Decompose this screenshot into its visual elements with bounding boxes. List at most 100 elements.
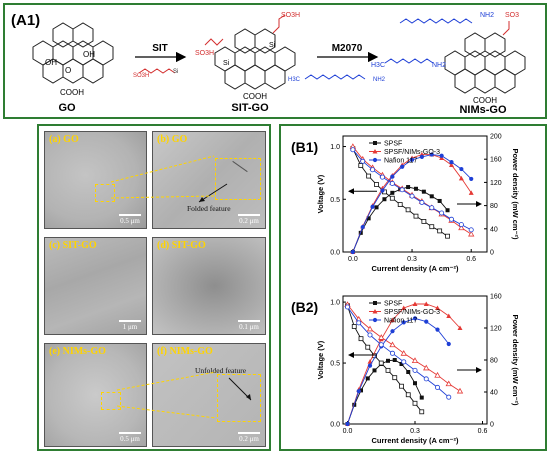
tem-label-f: (f) NIMs-GO	[157, 346, 213, 357]
power-point-b1-0-11	[437, 198, 442, 203]
power-point-b1-2-2	[370, 204, 375, 209]
y-right-tick-label-b1-1: 40	[490, 226, 498, 233]
power-point-b1-0-12	[445, 208, 450, 213]
m2070-h3c-label: H3C	[288, 77, 301, 83]
power-point-b1-0-3	[374, 205, 379, 210]
arrowhead-right-b1	[476, 201, 482, 207]
zoom-connectors	[110, 155, 217, 419]
power-point-b2-2-8	[435, 327, 440, 332]
y-left-tick-label-b1-2: 1.0	[330, 144, 340, 151]
power-point-b2-1-4	[390, 317, 395, 322]
y-right-tick-label-b2-4: 160	[490, 294, 502, 301]
voltage-point-b1-1-12	[468, 230, 475, 237]
voltage-point-b1-2-5	[399, 187, 405, 193]
power-point-b1-2-0	[350, 249, 355, 255]
x-tick-label-b1-0: 0.0	[348, 256, 358, 263]
voltage-point-b1-2-10	[448, 216, 454, 222]
power-point-b1-0-5	[390, 190, 395, 195]
x-tick-label-b1-2: 0.6	[466, 256, 476, 263]
sit-go-chain-left	[204, 38, 224, 46]
voltage-point-b2-2-7	[423, 376, 429, 382]
power-point-b1-0-10	[429, 194, 434, 199]
panel-a1-tag: (A1)	[11, 12, 40, 29]
nims-go-structure	[444, 32, 526, 94]
y-left-axis-label-b1: Voltage (V)	[316, 174, 325, 213]
scale-bar-d: 0.1 μm	[238, 320, 260, 331]
voltage-point-b1-0-3	[374, 182, 379, 187]
voltage-point-b1-0-5	[389, 195, 395, 201]
power-point-b2-1-6	[412, 301, 418, 306]
chart-panel: (B1) 0.0 0.3 0.6 0.0 0.5 1.0 0 40 80 120 160 200 Curr…	[279, 124, 547, 451]
voltage-point-b1-2-8	[429, 205, 435, 211]
y-left-tick-label-b2-0: 0.0	[330, 422, 340, 429]
power-point-b1-0-4	[382, 197, 387, 202]
unfolded-arrow	[228, 377, 252, 401]
voltage-point-b1-0-2	[366, 173, 372, 179]
power-point-b1-2-1	[360, 224, 365, 230]
power-point-b2-1-10	[457, 325, 463, 330]
power-point-b1-0-8	[413, 186, 418, 191]
tem-label-d: (d) SIT-GO	[157, 240, 206, 251]
power-point-b2-0-3	[365, 376, 370, 381]
tem-label-b: (b) GO	[157, 134, 188, 145]
sit-si-label: Si	[173, 69, 178, 75]
power-point-b2-1-5	[401, 305, 407, 310]
voltage-point-b2-1-6	[411, 357, 419, 364]
voltage-point-b2-0-2	[358, 336, 364, 342]
voltage-point-b2-1-4	[389, 341, 396, 348]
legend-label-b1-0: SPSF	[384, 141, 402, 148]
power-point-b1-2-6	[409, 157, 415, 162]
power-point-b1-1-11	[458, 175, 464, 181]
voltage-point-b1-0-12	[445, 233, 450, 239]
voltage-point-b1-2-3	[379, 174, 385, 180]
voltage-point-b2-1-3	[378, 334, 385, 340]
sit-go-structure	[214, 28, 296, 90]
power-point-b1-2-10	[449, 160, 454, 165]
sit-go-si-right: Si	[269, 42, 276, 49]
power-point-b2-2-5	[401, 320, 406, 325]
x-tick-label-b1-1: 0.3	[407, 256, 417, 263]
power-point-b1-0-9	[421, 189, 426, 194]
tem-image-f: (f) NIMs-GO Unfolded feature 0.2 μm	[152, 343, 266, 447]
voltage-line-b2-2	[347, 306, 450, 398]
tem-label-e: (e) NIMs-GO	[49, 346, 106, 357]
scale-bar-e: 0.5 μm	[119, 432, 141, 443]
power-point-b1-0-2	[366, 216, 371, 221]
voltage-point-b2-0-11	[419, 409, 425, 415]
nims-go-chain	[502, 21, 510, 36]
nims-go-h3c-label: H3C	[371, 62, 385, 69]
tem-image-c: (c) SIT-GO 1 μm	[44, 237, 147, 335]
panel-a1: (A1) OH OH O COOH GO SIT SO3H Si	[3, 3, 547, 119]
power-point-b1-2-4	[390, 174, 395, 179]
y-right-tick-label-b2-3: 120	[490, 326, 502, 333]
go-structure	[32, 22, 114, 84]
voltage-point-b2-0-1	[351, 324, 357, 329]
nims-go-nh2-label: NH2	[432, 62, 446, 69]
tem-image-d: (d) SIT-GO 0.1 μm	[152, 237, 266, 335]
voltage-point-b2-1-7	[423, 364, 430, 371]
voltage-point-b1-0-10	[429, 224, 435, 230]
y-left-axis-label-b2: Voltage (V)	[316, 340, 325, 379]
legend-marker-b1-2	[372, 157, 378, 163]
go-oh-label-2: OH	[45, 58, 57, 67]
power-point-b1-2-5	[400, 164, 405, 169]
y-right-tick-label-b2-0: 0	[490, 422, 494, 429]
y-right-axis-label-b2: Power density (mW cm⁻²)	[511, 314, 520, 406]
legend-marker-b1-0	[373, 141, 377, 145]
go-oh-label: OH	[83, 50, 95, 59]
power-point-b2-2-7	[424, 319, 429, 324]
reaction-arrow-2-label: M2070	[332, 43, 363, 54]
polarization-charts: (B1) 0.0 0.3 0.6 0.0 0.5 1.0 0 40 80 120 160 200 Curr…	[291, 134, 520, 446]
sit-go-chain-right	[272, 14, 286, 34]
sit-go-cooh-label: COOH	[243, 92, 267, 101]
voltage-point-b2-0-9	[405, 392, 411, 398]
voltage-point-b2-1-10	[456, 387, 464, 394]
power-point-b1-2-8	[429, 152, 434, 157]
chart-tag-b2: (B2)	[291, 299, 318, 315]
sit-so3h-label: SO3H	[133, 73, 149, 79]
voltage-point-b1-2-11	[458, 222, 464, 228]
voltage-point-b1-1-11	[458, 224, 465, 231]
scale-bar-b: 0.2 μm	[238, 214, 260, 225]
power-point-b1-1-10	[448, 162, 454, 167]
voltage-point-b2-2-1	[356, 320, 362, 326]
